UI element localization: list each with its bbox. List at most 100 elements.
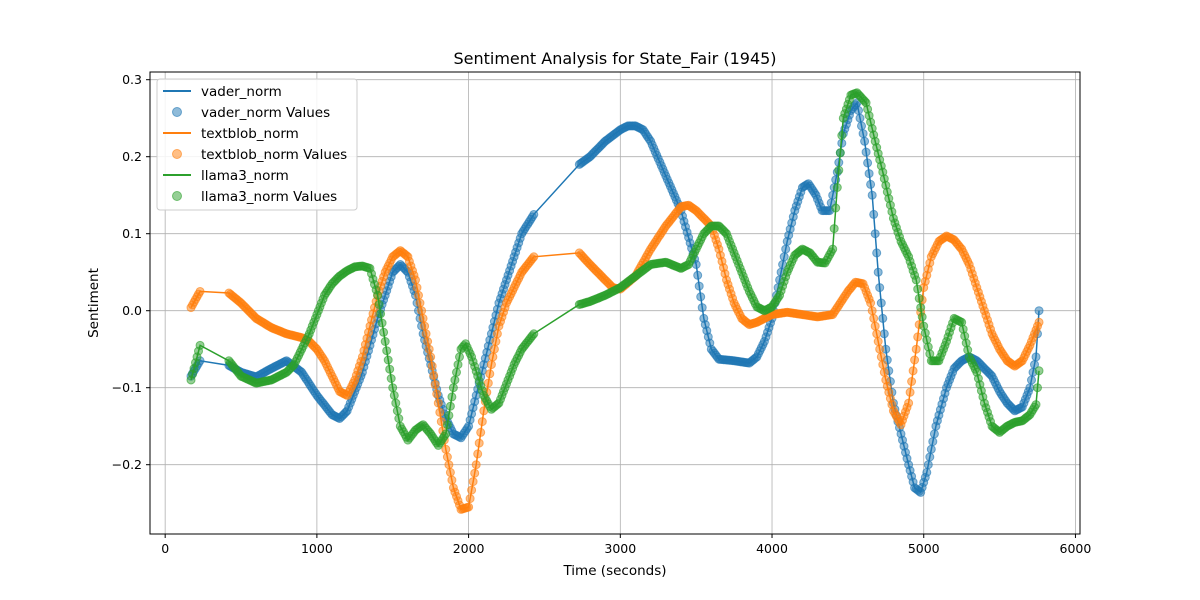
- legend-label: vader_norm Values: [201, 105, 330, 121]
- data-point: [441, 444, 451, 454]
- data-point: [879, 367, 889, 377]
- data-point: [467, 485, 477, 495]
- data-point: [455, 352, 464, 362]
- data-point: [907, 377, 917, 386]
- data-point: [875, 344, 885, 354]
- data-point: [876, 352, 886, 362]
- data-point: [870, 229, 880, 239]
- data-point: [829, 224, 839, 234]
- y-tick-label: 0.3: [122, 72, 142, 87]
- data-point: [423, 337, 433, 346]
- data-point: [926, 444, 936, 454]
- data-point: [448, 383, 458, 393]
- data-point: [388, 383, 398, 393]
- legend-marker-swatch: [172, 149, 182, 159]
- data-point: [861, 147, 871, 157]
- data-point: [923, 460, 933, 470]
- series-markers-llama3_norm: [186, 88, 1044, 450]
- y-tick-label: −0.1: [112, 380, 142, 395]
- plot-area-frame: [149, 71, 1081, 535]
- data-point: [879, 329, 889, 339]
- data-point: [875, 283, 885, 293]
- data-point: [412, 283, 422, 293]
- data-point: [929, 429, 939, 439]
- data-point: [913, 284, 923, 294]
- data-point: [911, 275, 921, 285]
- data-point: [392, 406, 402, 416]
- data-point: [831, 203, 841, 213]
- data-point: [411, 275, 420, 285]
- data-point: [429, 370, 439, 380]
- data-point: [444, 410, 454, 420]
- data-point: [418, 313, 428, 323]
- data-point: [483, 378, 493, 388]
- data-point: [1034, 317, 1044, 327]
- data-point: [383, 355, 393, 365]
- data-point: [489, 344, 499, 354]
- data-point: [911, 344, 921, 354]
- legend-marker-swatch: [172, 191, 182, 201]
- data-point: [447, 475, 457, 485]
- x-tick-label: 6000: [1060, 541, 1092, 556]
- data-point: [529, 329, 539, 339]
- data-point: [464, 502, 474, 512]
- data-point: [195, 286, 205, 296]
- data-point: [878, 313, 888, 323]
- data-point: [834, 165, 844, 175]
- data-point: [832, 183, 842, 192]
- data-point: [373, 290, 383, 300]
- data-point: [414, 290, 423, 300]
- data-point: [442, 452, 452, 462]
- data-point: [485, 369, 495, 379]
- legend-label: textblob_norm Values: [201, 147, 347, 163]
- data-point: [873, 337, 883, 346]
- data-point: [441, 429, 451, 439]
- data-point: [427, 361, 437, 371]
- x-tick-label: 1000: [301, 541, 333, 556]
- data-point: [863, 158, 873, 168]
- data-point: [857, 121, 866, 131]
- data-point: [415, 298, 425, 308]
- data-point: [925, 452, 935, 462]
- data-point: [867, 190, 877, 200]
- data-point: [860, 136, 870, 146]
- legend-label: llama3_norm: [201, 168, 289, 184]
- data-point: [430, 380, 440, 390]
- data-point: [858, 129, 868, 139]
- data-point: [904, 398, 914, 408]
- data-point: [854, 106, 863, 115]
- legend: vader_norm vader_norm Values textblob_norm…: [156, 78, 358, 211]
- y-tick-label: 0.1: [122, 226, 142, 241]
- data-point: [837, 131, 847, 140]
- data-point: [420, 321, 430, 331]
- data-point: [696, 292, 706, 302]
- x-tick-label: 3000: [604, 541, 636, 556]
- data-point: [421, 329, 431, 339]
- data-point: [465, 494, 475, 504]
- data-point: [905, 387, 915, 397]
- data-point: [452, 367, 461, 377]
- data-point: [453, 360, 463, 370]
- data-point: [878, 360, 888, 370]
- data-point: [391, 398, 401, 408]
- data-point: [379, 327, 389, 337]
- data-point: [914, 293, 924, 303]
- data-point: [529, 252, 539, 262]
- data-point: [477, 417, 487, 427]
- legend-box: [156, 78, 358, 211]
- data-point: [1034, 366, 1044, 376]
- data-point: [872, 329, 882, 339]
- data-point: [394, 414, 404, 423]
- data-point: [380, 337, 390, 346]
- data-point: [908, 366, 918, 376]
- data-point: [417, 306, 427, 316]
- data-point: [468, 477, 478, 487]
- data-point: [435, 407, 445, 417]
- data-point: [486, 360, 496, 370]
- data-point: [697, 303, 707, 313]
- data-point: [491, 337, 501, 346]
- data-point: [529, 209, 539, 219]
- legend-label: textblob_norm: [201, 126, 299, 142]
- x-tick-label: 2000: [453, 541, 485, 556]
- data-point: [1027, 375, 1036, 385]
